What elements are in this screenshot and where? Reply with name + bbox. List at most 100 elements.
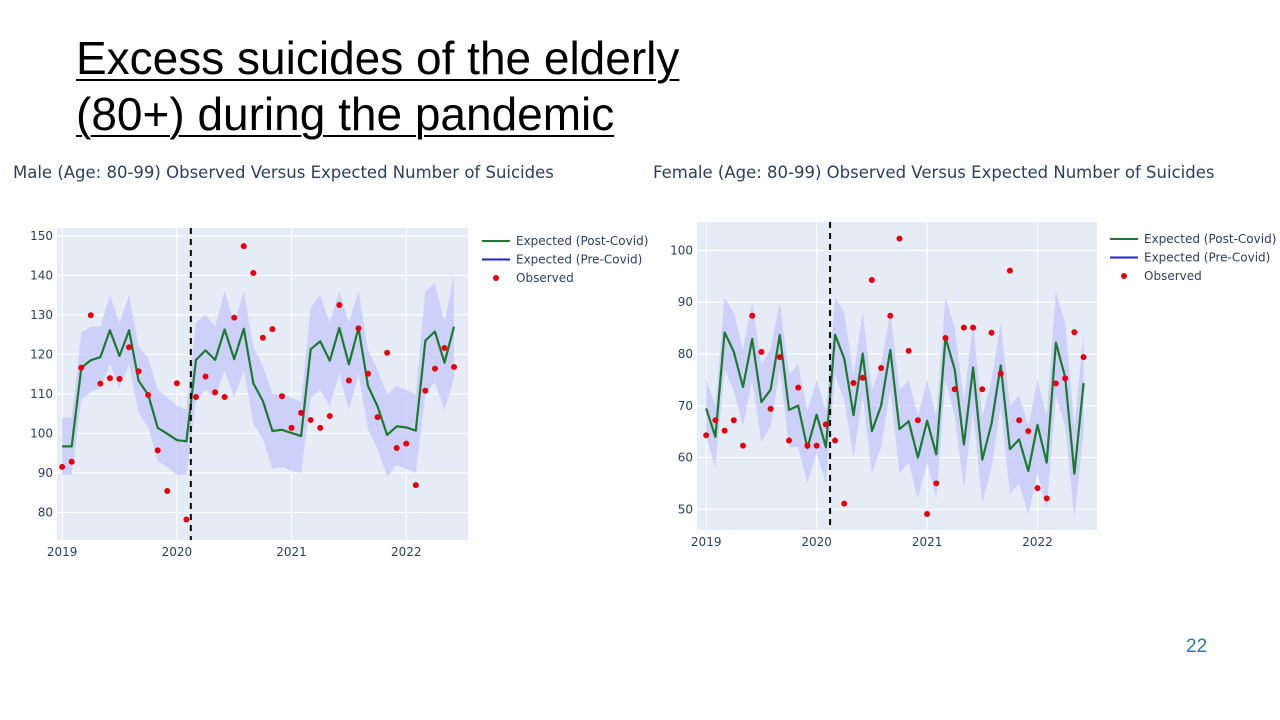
- observed-point: [795, 384, 802, 391]
- observed-point: [154, 447, 161, 454]
- observed-point: [1062, 375, 1069, 382]
- observed-point: [345, 377, 352, 384]
- observed-point: [850, 379, 857, 386]
- legend-label: Expected (Pre-Covid): [1144, 251, 1270, 265]
- observed-point: [374, 414, 381, 421]
- observed-point: [813, 442, 820, 449]
- observed-point: [767, 405, 774, 412]
- legend: Expected (Post-Covid) Expected (Pre-Covid…: [482, 234, 648, 285]
- observed-point: [126, 344, 133, 351]
- observed-point: [804, 442, 811, 449]
- page-number: 22: [1186, 636, 1208, 657]
- observed-point: [1080, 354, 1087, 361]
- observed-point: [183, 516, 190, 523]
- y-tick-label: 60: [678, 451, 693, 465]
- observed-point: [712, 417, 719, 424]
- prediction-interval-band: [706, 291, 1084, 520]
- observed-point: [202, 373, 209, 380]
- observed-point: [403, 440, 410, 447]
- observed-point: [212, 389, 219, 396]
- observed-point: [868, 276, 875, 283]
- male-suicides-chart: 80 90 100 110 120 130 140 150 2019 2020 2021 2022 Ex…: [30, 228, 648, 559]
- y-tick-label: 120: [30, 347, 53, 361]
- observed-point: [960, 324, 967, 331]
- prediction-interval-band: [62, 275, 454, 477]
- observed-point: [365, 370, 372, 377]
- observed-point: [78, 364, 85, 371]
- observed-point: [307, 416, 314, 423]
- observed-point: [988, 329, 995, 336]
- y-tick-label: 80: [38, 505, 53, 519]
- observed-point: [240, 243, 247, 250]
- observed-point: [970, 324, 977, 331]
- observed-point: [145, 392, 152, 399]
- observed-point: [1016, 417, 1023, 424]
- observed-point: [317, 424, 324, 431]
- observed-point: [336, 302, 343, 309]
- y-tick-label: 140: [30, 268, 53, 282]
- y-tick-label: 150: [30, 229, 53, 243]
- legend-label: Expected (Post-Covid): [1144, 232, 1276, 246]
- expected-post-covid-line: [705, 331, 1085, 475]
- observed-point: [1043, 495, 1050, 502]
- observed-point: [173, 380, 180, 387]
- observed-point: [1025, 428, 1032, 435]
- observed-point: [1034, 485, 1041, 492]
- observed-point: [97, 380, 104, 387]
- observed-point: [997, 370, 1004, 377]
- x-tick-label: 2022: [391, 545, 422, 559]
- observed-point: [68, 458, 75, 465]
- legend-label: Observed: [1144, 269, 1202, 283]
- observed-point: [905, 347, 912, 354]
- x-tick-label: 2020: [162, 545, 193, 559]
- observed-point: [703, 432, 710, 439]
- observed-point: [951, 386, 958, 393]
- female-suicides-chart: 50 60 70 80 90 100 2019 2020 2021 2022 Expected (P…: [670, 222, 1276, 549]
- observed-point: [259, 334, 266, 341]
- observed-point: [192, 394, 199, 401]
- observed-point: [135, 368, 142, 375]
- y-tick-label: 80: [678, 347, 693, 361]
- x-tick-label: 2021: [912, 535, 943, 549]
- observed-point: [942, 334, 949, 341]
- y-tick-label: 110: [30, 387, 53, 401]
- y-tick-label: 100: [30, 426, 53, 440]
- observed-point: [422, 387, 429, 394]
- legend-swatch: [1121, 273, 1127, 279]
- observed-point: [924, 510, 931, 517]
- x-tick-label: 2019: [691, 535, 722, 549]
- legend-label: Expected (Post-Covid): [516, 234, 648, 248]
- y-tick-label: 100: [670, 243, 693, 257]
- x-tick-label: 2020: [801, 535, 832, 549]
- observed-point: [749, 312, 756, 319]
- legend-swatch: [493, 275, 499, 281]
- observed-point: [933, 480, 940, 487]
- observed-point: [896, 235, 903, 242]
- slide-title: Excess suicides of the elderly (80+) dur…: [76, 32, 680, 140]
- observed-point: [164, 488, 171, 495]
- observed-point: [269, 326, 276, 333]
- x-tick-label: 2021: [276, 545, 307, 559]
- observed-point: [221, 394, 228, 401]
- observed-point: [914, 417, 921, 424]
- observed-point: [87, 312, 94, 319]
- observed-point: [288, 424, 295, 431]
- observed-point: [1006, 267, 1013, 274]
- observed-point: [412, 482, 419, 489]
- expected-post-covid-line: [62, 326, 456, 448]
- y-tick-label: 50: [678, 502, 693, 516]
- observed-point: [106, 375, 113, 382]
- observed-point: [250, 270, 257, 277]
- observed-point: [326, 412, 333, 419]
- observed-point: [1071, 329, 1078, 336]
- male-chart-title: Male (Age: 80-99) Observed Versus Expect…: [13, 163, 554, 182]
- observed-point: [758, 348, 765, 355]
- observed-point: [730, 417, 737, 424]
- observed-point: [441, 345, 448, 352]
- observed-point: [878, 364, 885, 371]
- x-tick-label: 2022: [1022, 535, 1053, 549]
- y-tick-label: 90: [678, 295, 693, 309]
- y-tick-label: 90: [38, 466, 53, 480]
- observed-point: [431, 365, 438, 372]
- observed-point: [832, 437, 839, 444]
